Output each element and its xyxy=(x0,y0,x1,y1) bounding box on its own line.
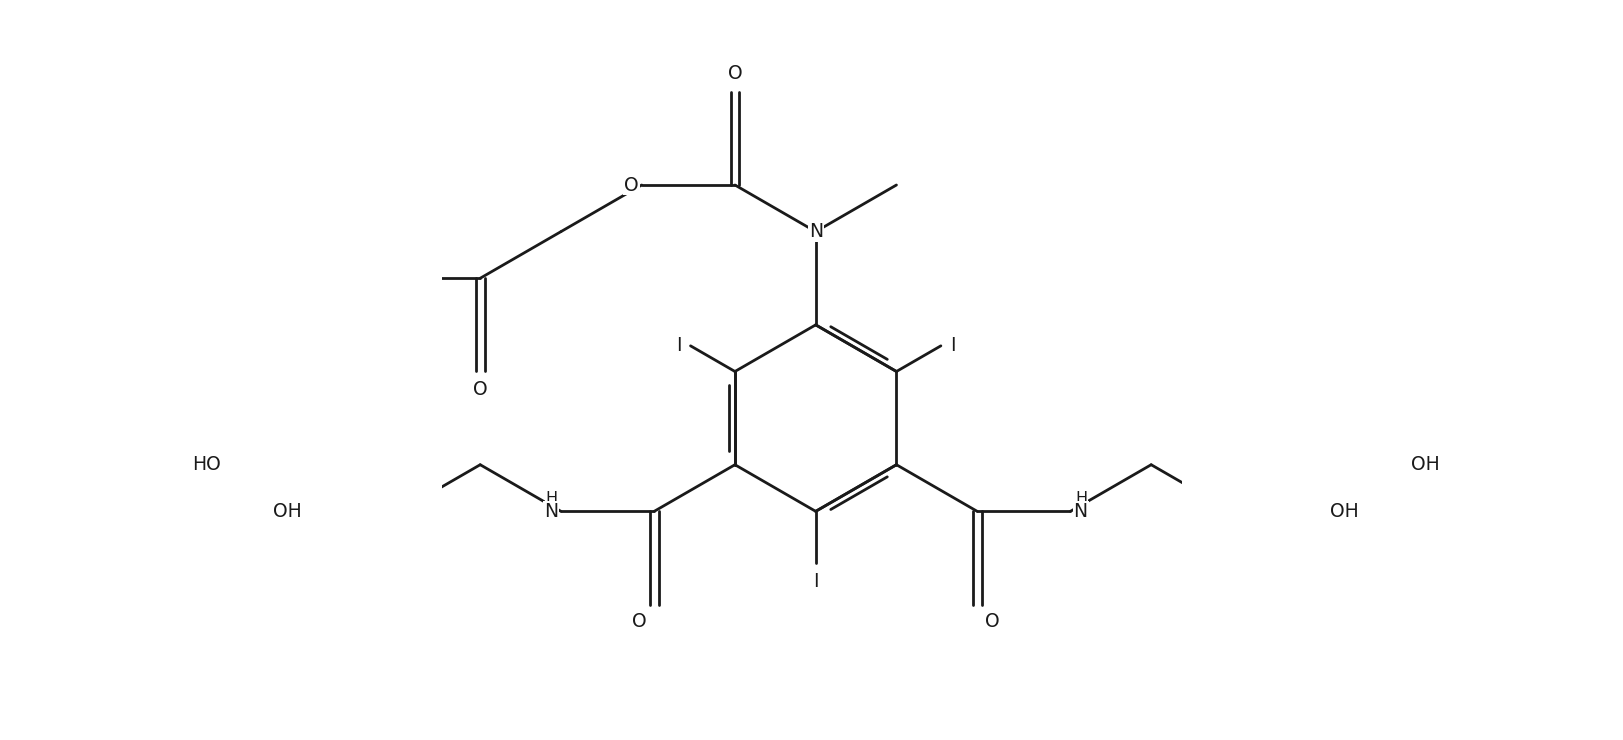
Text: H: H xyxy=(1074,491,1086,505)
Text: OH: OH xyxy=(1410,455,1438,474)
Text: N: N xyxy=(808,222,823,241)
Text: O: O xyxy=(985,613,1000,631)
Text: I: I xyxy=(675,337,680,355)
Text: N: N xyxy=(1073,502,1087,521)
Text: H: H xyxy=(545,491,558,505)
Text: N: N xyxy=(544,502,558,521)
Text: O: O xyxy=(472,380,487,399)
Text: I: I xyxy=(949,337,954,355)
Text: O: O xyxy=(727,64,742,83)
Text: OH: OH xyxy=(1329,502,1358,521)
Text: O: O xyxy=(631,613,646,631)
Text: OH: OH xyxy=(273,502,302,521)
Text: I: I xyxy=(813,572,818,591)
Text: O: O xyxy=(623,175,638,195)
Text: HO: HO xyxy=(192,455,221,474)
